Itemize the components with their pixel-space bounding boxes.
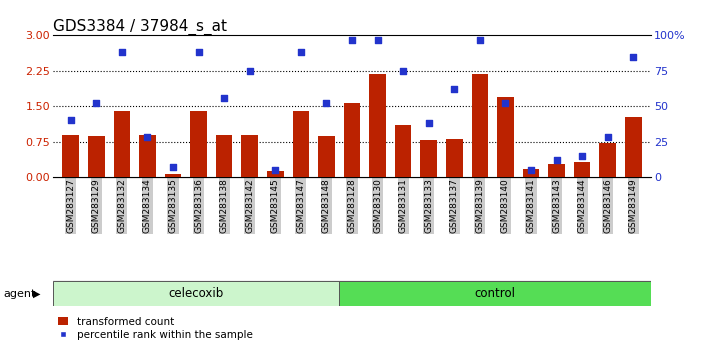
Text: GDS3384 / 37984_s_at: GDS3384 / 37984_s_at: [53, 19, 227, 35]
Point: [346, 37, 358, 42]
Point: [474, 37, 486, 42]
Point: [65, 118, 76, 123]
FancyBboxPatch shape: [339, 281, 651, 306]
Point: [577, 153, 588, 159]
Bar: [420, 140, 437, 177]
Text: celecoxib: celecoxib: [168, 287, 224, 300]
Bar: [88, 136, 105, 177]
Point: [168, 164, 179, 170]
Bar: [165, 174, 182, 177]
Bar: [446, 139, 463, 177]
Bar: [344, 103, 360, 177]
Point: [551, 157, 562, 163]
Bar: [472, 74, 488, 177]
Bar: [548, 164, 565, 177]
Bar: [267, 171, 284, 177]
Bar: [318, 136, 334, 177]
Bar: [522, 169, 539, 177]
Bar: [190, 111, 207, 177]
Bar: [139, 136, 156, 177]
Point: [116, 50, 127, 55]
Point: [372, 37, 383, 42]
Bar: [625, 117, 641, 177]
Point: [270, 167, 281, 173]
Bar: [395, 125, 411, 177]
Bar: [216, 135, 232, 177]
Point: [398, 68, 409, 74]
Legend: transformed count, percentile rank within the sample: transformed count, percentile rank withi…: [58, 317, 253, 340]
Text: ▶: ▶: [33, 289, 41, 299]
Bar: [497, 97, 514, 177]
Point: [295, 50, 306, 55]
Text: control: control: [474, 287, 515, 300]
Point: [628, 54, 639, 59]
Bar: [113, 111, 130, 177]
Point: [91, 101, 102, 106]
Text: agent: agent: [4, 289, 36, 299]
FancyBboxPatch shape: [53, 281, 339, 306]
Bar: [241, 135, 258, 177]
Bar: [370, 74, 386, 177]
Bar: [63, 136, 79, 177]
Point: [500, 101, 511, 106]
Point: [448, 86, 460, 92]
Point: [525, 167, 536, 173]
Point: [218, 95, 230, 101]
Bar: [293, 111, 309, 177]
Point: [142, 135, 153, 140]
Point: [321, 101, 332, 106]
Point: [193, 50, 204, 55]
Point: [423, 120, 434, 126]
Bar: [599, 143, 616, 177]
Point: [244, 68, 256, 74]
Bar: [574, 162, 591, 177]
Point: [602, 135, 613, 140]
